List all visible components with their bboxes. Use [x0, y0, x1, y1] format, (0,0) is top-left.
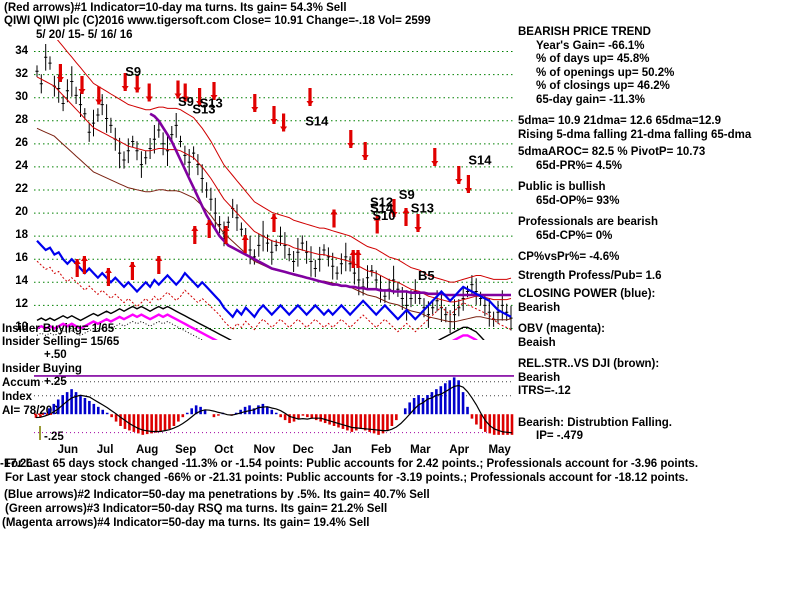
- note-year-summary: For Last year stock changed -66% or -21.…: [5, 472, 689, 484]
- accumulation-index-chart[interactable]: [34, 370, 514, 440]
- price-y-tick: 26: [15, 136, 28, 149]
- obv-title: OBV (magenta):: [518, 323, 605, 335]
- month-tick: Dec: [292, 444, 314, 456]
- cp-vs-pr: CP%vsPr%= -4.6%: [518, 251, 620, 263]
- cp-65-day: 65d-CP%= 0%: [536, 229, 613, 242]
- public-sentiment: Public is bullish: [518, 181, 606, 193]
- spacer-4: [518, 208, 798, 216]
- price-y-tick: 18: [15, 229, 28, 242]
- distribution-state: Bearish: Distrubtion Falling.: [518, 416, 672, 429]
- chart-annotation: S14: [370, 201, 394, 216]
- overlap-axis-value: -17.26: [0, 458, 33, 470]
- ai-mid-gridline-label: +.25: [44, 376, 67, 388]
- month-tick: Sep: [175, 444, 197, 456]
- chart-annotation: S9: [178, 94, 194, 109]
- chart-annotation: S13: [192, 102, 215, 117]
- month-tick: May: [488, 444, 511, 456]
- price-y-tick: 20: [15, 206, 28, 219]
- pct-days-up: % of days up= 45.8%: [536, 53, 650, 65]
- years-gain: Year's Gain= -66.1%: [536, 39, 645, 52]
- accum-index-title-line1: Insider Buying: [2, 363, 82, 375]
- price-y-tick: 32: [15, 67, 28, 80]
- price-y-tick: 22: [15, 183, 28, 195]
- price-y-tick: 34: [15, 44, 28, 57]
- chart-annotation: S12: [370, 195, 393, 210]
- pct-openings-up: % of openings up= 50.2%: [536, 66, 675, 79]
- note-magenta-arrows: (Magenta arrows)#4 Indicator=50-day ma t…: [2, 517, 370, 529]
- month-tick: Jun: [57, 444, 79, 456]
- month-tick: Feb: [370, 444, 392, 456]
- month-tick: Mar: [410, 444, 431, 456]
- rel-strength-value: Bearish: [518, 371, 561, 384]
- op-65-day: 65d-OP%= 93%: [536, 194, 620, 207]
- date-range-label: 5/ 20/ 15- 5/ 16/ 16: [36, 29, 133, 41]
- moving-average-trend: Rising 5-dma falling 21-dma falling 65-d…: [518, 128, 752, 141]
- aroc-pivot: 5dmaAROC= 82.5 % PivotP= 10.73: [518, 146, 706, 158]
- rel-strength-title: REL.STR..VS DJI (brown):: [518, 358, 660, 370]
- strength-prof-pub: Strength Profess/Pub= 1.6: [518, 269, 662, 282]
- spacer-10: [518, 399, 798, 417]
- insider-selling-count: Insider Selling= 15/65: [2, 336, 120, 348]
- pct-closings-up: % of closings up= 46.2%: [536, 80, 670, 92]
- accum-index-title-line3: Index: [2, 391, 33, 403]
- professional-sentiment: Professionals are bearish: [518, 216, 658, 228]
- spacer-8: [518, 315, 798, 323]
- month-tick: Apr: [449, 444, 470, 456]
- itrs-value: ITRS=-.12: [518, 385, 571, 397]
- price-y-tick: 12: [15, 298, 28, 311]
- closing-power-value: Bearish: [518, 301, 561, 314]
- chart-annotation: S10: [372, 208, 395, 223]
- chart-annotation: B5: [418, 268, 435, 283]
- ai-bottom-gridline-label: -.25: [44, 431, 64, 443]
- chart-annotation: S14: [305, 114, 329, 129]
- price-chart[interactable]: S9 S9 S13 S13 S14 S9 S12 S14 S10 S13 S14 B5: [34, 40, 514, 340]
- month-tick: Nov: [253, 444, 276, 456]
- ai-top-gridline-label: +.50: [44, 349, 67, 361]
- spacer-9: [518, 350, 798, 358]
- chart-annotation: S13: [411, 201, 434, 216]
- indicator-headline: (Red arrows)#1 Indicator=10-day ma turns…: [4, 2, 347, 14]
- chart-annotation: S14: [468, 153, 492, 168]
- note-green-arrows: (Green arrows)#3 Indicator=50-day RSQ ma…: [5, 503, 388, 515]
- trend-title: BEARISH PRICE TREND: [518, 26, 651, 38]
- price-y-tick: 10: [15, 321, 28, 334]
- price-y-tick: 16: [15, 252, 28, 265]
- spacer-5: [518, 243, 798, 251]
- accumulation-index-svg: [34, 375, 514, 440]
- month-tick: Aug: [135, 444, 159, 456]
- note-65-day-summary: For Last 65 days stock changed -11.3% or…: [4, 458, 699, 470]
- accum-index-title-line2: Accum: [2, 377, 41, 389]
- moving-averages: 5dma= 10.9 21dma= 12.6 65dma=12.9: [518, 115, 721, 127]
- price-y-tick: 30: [15, 90, 28, 103]
- stats-panel: BEARISH PRICE TREND Year's Gain= -66.1% …: [518, 26, 798, 444]
- month-axis: Jun Jul Aug Sep Oct Nov Dec Jan Feb Mar Apr May: [34, 444, 524, 460]
- obv-value: Beaish: [518, 336, 556, 349]
- price-y-tick: 14: [15, 275, 28, 288]
- spacer-3: [518, 173, 798, 181]
- insider-buying-count: Insider Buying= 1/65: [2, 323, 115, 335]
- month-tick: Oct: [214, 444, 234, 456]
- chart-annotation: S9: [399, 187, 415, 202]
- month-tick: Jul: [96, 444, 114, 456]
- ticker-info-line: QIWI QIWI plc (C)2016 www.tigersoft.com …: [4, 15, 431, 27]
- month-tick: Jan: [331, 444, 352, 456]
- price-y-tick: 28: [15, 113, 28, 126]
- closing-power-title: CLOSING POWER (blue):: [518, 288, 656, 300]
- ip-value: IP= -.479: [536, 430, 583, 442]
- spacer-1: [518, 107, 798, 115]
- chart-annotation: S13: [200, 96, 223, 111]
- gain-65-day: 65-day gain= -11.3%: [536, 93, 645, 106]
- pr-65-day: 65d-PR%= 4.5%: [536, 159, 622, 172]
- note-blue-arrows: (Blue arrows)#2 Indicator=50-day ma pene…: [4, 489, 430, 501]
- chart-annotation: S9: [125, 64, 141, 79]
- price-y-tick: 24: [15, 159, 28, 172]
